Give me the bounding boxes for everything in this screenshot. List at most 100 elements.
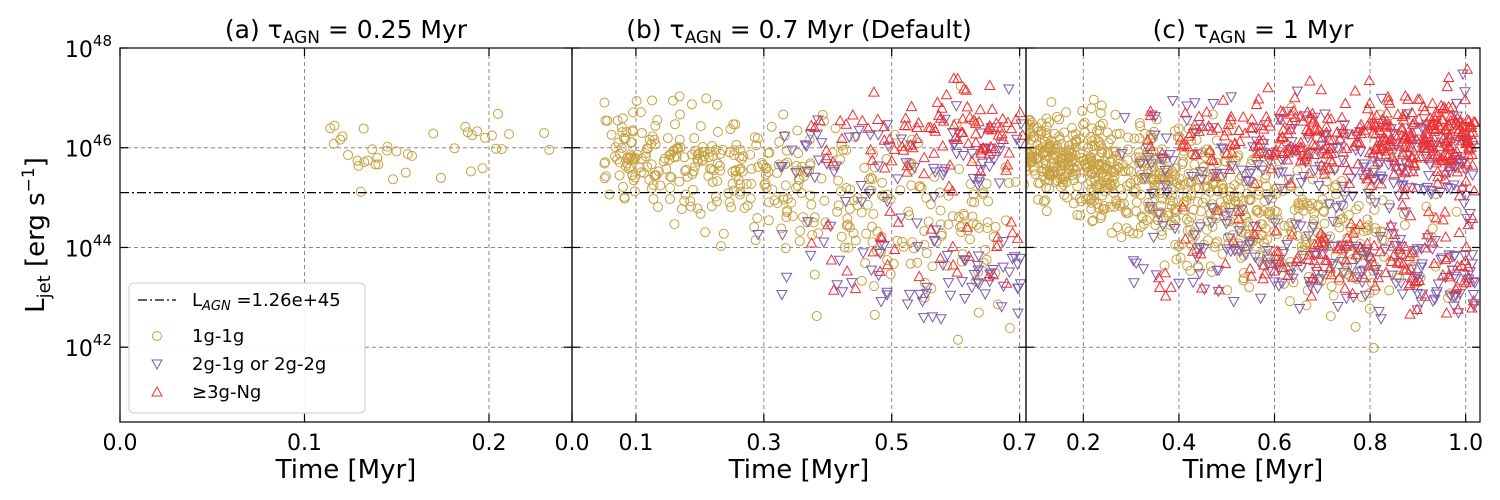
point-3g <box>982 270 995 282</box>
point-1g-1g <box>882 255 893 266</box>
point-3g <box>1464 128 1477 139</box>
point-1g-1g <box>833 175 844 186</box>
y-axis-label: Ljet [erg s−1] <box>19 157 55 313</box>
point-3g <box>1460 174 1472 186</box>
point-1g-1g <box>916 182 927 193</box>
point-1g-1g <box>1096 161 1107 172</box>
point-3g <box>1461 63 1474 74</box>
point-1g-1g <box>1076 196 1087 207</box>
point-3g <box>1318 142 1331 153</box>
point-3g <box>849 282 862 294</box>
point-1g-1g <box>1116 232 1127 243</box>
point-1g-1g <box>712 176 723 187</box>
point-2g <box>1327 142 1339 154</box>
point-3g <box>1363 74 1376 86</box>
point-2g <box>1262 195 1275 206</box>
point-3g <box>1270 224 1282 236</box>
point-3g <box>888 143 901 154</box>
point-3g <box>1244 122 1257 133</box>
point-2g <box>1003 267 1016 279</box>
point-1g-1g <box>1103 183 1114 194</box>
point-2g <box>1291 86 1304 98</box>
point-3g <box>1219 257 1232 269</box>
point-1g-1g <box>929 171 940 182</box>
point-2g <box>1015 119 1026 130</box>
point-3g <box>1315 159 1328 170</box>
point-1g-1g <box>981 178 992 189</box>
point-1g-1g <box>1200 181 1211 192</box>
point-1g-1g <box>1056 181 1067 192</box>
point-1g-1g <box>778 109 789 120</box>
point-3g <box>1466 212 1479 223</box>
point-1g-1g <box>1111 128 1122 139</box>
point-1g-1g <box>1026 136 1030 147</box>
point-2g <box>1399 207 1412 218</box>
point-1g-1g <box>687 169 698 180</box>
point-1g-1g <box>1261 189 1272 200</box>
point-2g <box>830 161 843 173</box>
point-2g <box>881 287 893 299</box>
point-1g-1g <box>1134 133 1145 144</box>
point-3g <box>989 142 1002 154</box>
point-1g-1g <box>477 163 488 174</box>
point-3g <box>1463 114 1475 126</box>
point-2g <box>959 255 972 267</box>
point-3g <box>1463 272 1476 283</box>
point-1g-1g <box>1351 204 1362 215</box>
point-1g-1g <box>1188 204 1199 215</box>
point-1g-1g <box>1189 159 1200 170</box>
point-3g <box>1249 177 1262 189</box>
point-2g <box>1249 221 1261 233</box>
point-1g-1g <box>679 152 690 163</box>
point-3g <box>1282 142 1294 154</box>
point-3g <box>1380 266 1392 278</box>
point-2g <box>881 120 894 131</box>
point-1g-1g <box>969 197 980 208</box>
point-2g <box>1464 218 1477 230</box>
point-1g-1g <box>786 197 797 208</box>
point-3g <box>1454 114 1467 126</box>
point-3g <box>1233 124 1245 136</box>
point-1g-1g <box>614 170 625 181</box>
point-3g <box>1179 106 1192 118</box>
point-2g <box>1220 244 1233 256</box>
point-1g-1g <box>662 133 673 144</box>
point-1g-1g <box>859 162 870 173</box>
point-3g <box>1274 113 1287 125</box>
x-tick-label: 0.8 <box>1353 431 1388 456</box>
point-3g <box>1361 102 1374 114</box>
point-2g <box>812 115 824 127</box>
point-3g <box>1281 153 1294 165</box>
point-1g-1g <box>1004 323 1015 334</box>
point-3g <box>1361 237 1374 249</box>
point-2g <box>1134 159 1147 170</box>
point-1g-1g <box>1230 155 1241 166</box>
point-2g <box>1130 258 1143 270</box>
point-1g-1g <box>600 157 611 168</box>
point-3g <box>1375 177 1387 189</box>
point-1g-1g <box>835 154 846 165</box>
point-1g-1g <box>927 261 938 272</box>
point-1g-1g <box>668 145 679 156</box>
point-3g <box>1269 146 1282 158</box>
x-axis-label: Time [Myr] <box>728 455 870 485</box>
point-1g-1g <box>734 151 745 162</box>
point-2g <box>1335 201 1348 212</box>
point-3g <box>902 119 914 131</box>
point-2g <box>1233 226 1245 237</box>
point-3g <box>1221 124 1234 136</box>
point-1g-1g <box>1306 203 1317 214</box>
point-3g <box>1443 154 1456 166</box>
point-2g <box>1150 270 1163 281</box>
point-1g-1g <box>1076 173 1087 184</box>
point-3g <box>1286 228 1298 240</box>
point-2g <box>1169 223 1181 235</box>
point-2g <box>1337 155 1350 167</box>
point-3g <box>1380 133 1392 144</box>
point-2g <box>1327 216 1340 228</box>
point-2g <box>1440 129 1452 141</box>
point-1g-1g <box>1086 156 1097 167</box>
point-1g-1g <box>736 153 747 164</box>
point-3g <box>1274 255 1287 266</box>
point-2g <box>1268 277 1281 288</box>
